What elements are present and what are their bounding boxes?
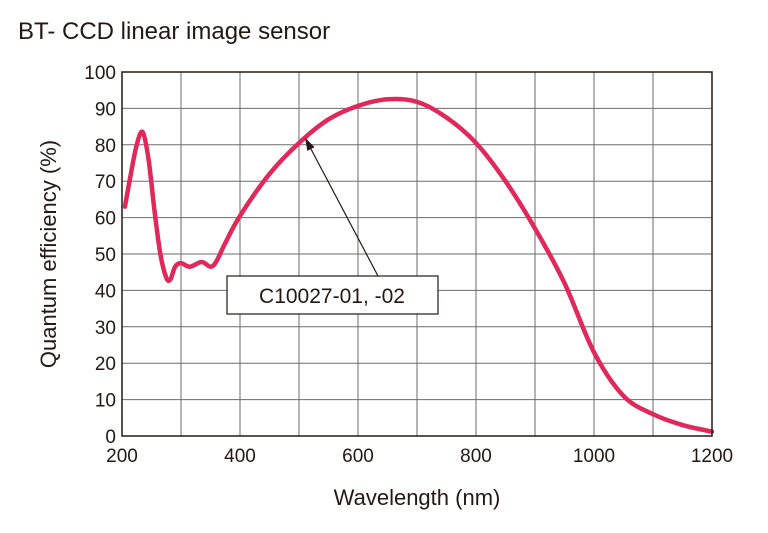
y-tick-label: 0 [105,427,116,448]
x-tick-label: 800 [460,446,492,467]
y-tick-label: 90 [95,99,116,120]
annotation-box [226,275,439,315]
annotation-arrow [310,148,379,277]
qe-curve [122,96,715,434]
y-axis-label: Quantum efficiency (%) [36,140,61,368]
y-tick-label: 30 [95,318,116,339]
x-axis-label: Wavelength (nm) [334,485,501,510]
x-tick-label: 1200 [691,446,733,467]
plot-frame [121,71,713,437]
x-tick-label: 200 [106,446,138,467]
y-tick-label: 10 [95,391,116,412]
x-tick-label: 600 [342,446,374,467]
x-tick-label: 400 [224,446,256,467]
y-tick-label: 70 [95,172,116,193]
arrow-head-icon [304,137,315,151]
y-tick-label: 60 [95,209,116,230]
y-tick-label: 40 [95,281,116,302]
annotation: C10027-01, -02 [226,137,439,315]
annotation-label: C10027-01, -02 [259,285,405,308]
x-tick-label: 1000 [573,446,615,467]
y-tick-label: 50 [95,245,116,266]
y-tick-label: 100 [84,63,116,84]
y-tick-label: 20 [95,354,116,375]
chart-title: BT- CCD linear image sensor [18,18,331,45]
y-tick-label: 80 [95,136,116,157]
